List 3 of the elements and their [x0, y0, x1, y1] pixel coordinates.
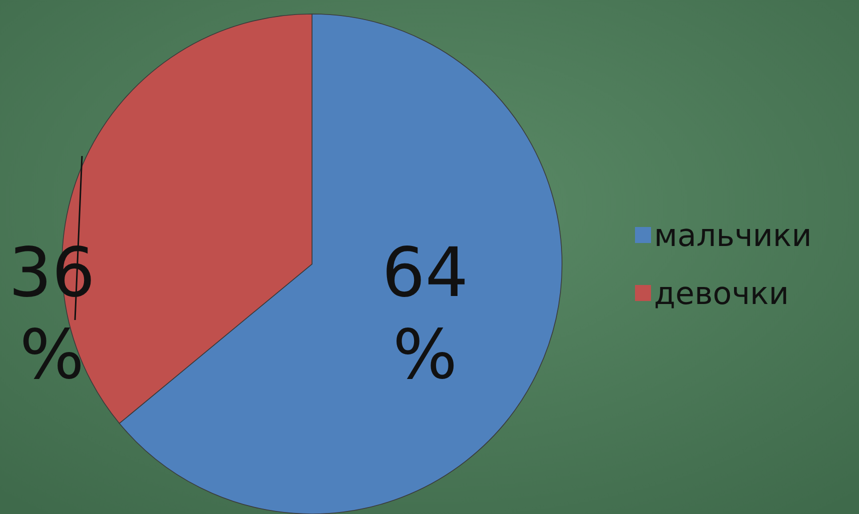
legend-label: девочки	[654, 276, 789, 312]
slice-label: мальчики	[654, 218, 812, 254]
data-label: 64 %	[382, 234, 468, 395]
